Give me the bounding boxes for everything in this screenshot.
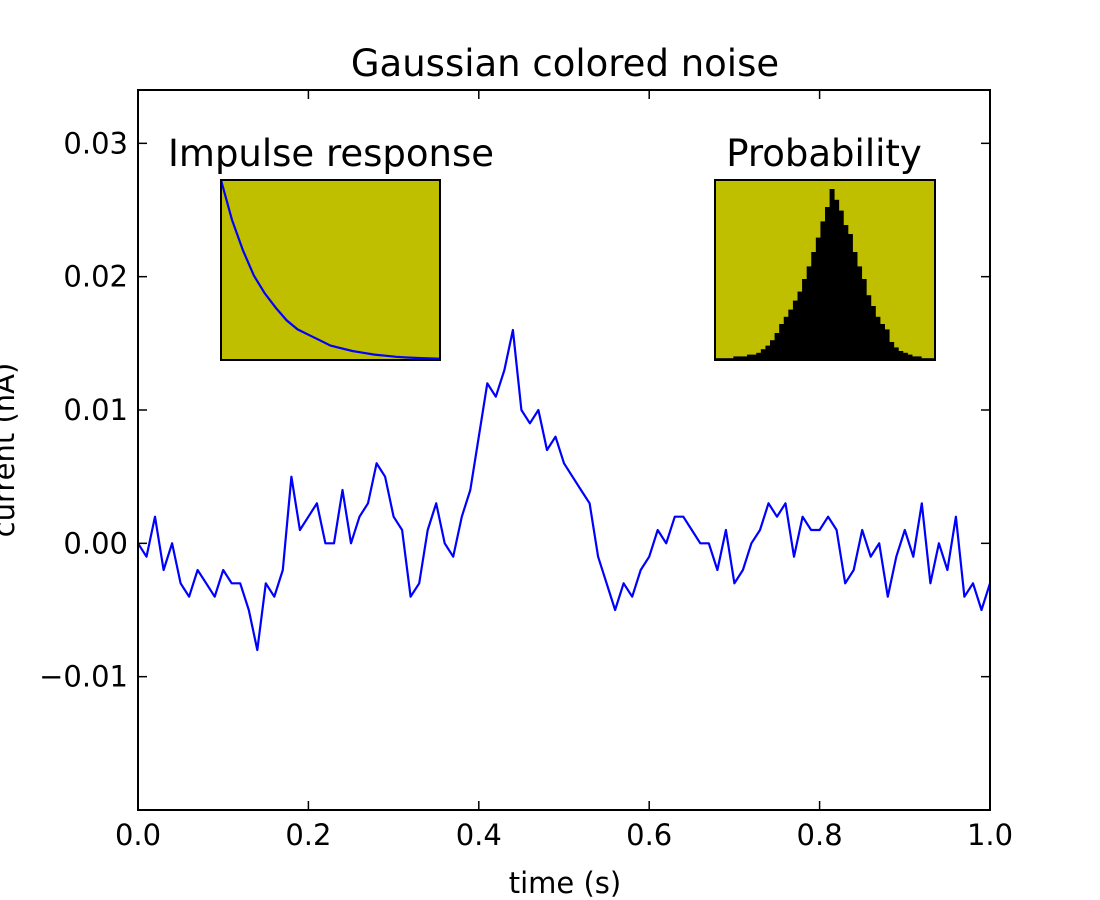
histogram-bar-32: [861, 279, 867, 360]
histogram-bar-8: [751, 354, 757, 360]
histogram-bar-15: [783, 316, 789, 360]
histogram-bar-29: [847, 234, 853, 360]
histogram-bar-38: [889, 342, 895, 360]
histogram-bar-33: [866, 295, 872, 360]
histogram-bar-22: [815, 237, 821, 360]
histogram-bar-13: [774, 333, 780, 360]
histogram-bar-10: [760, 349, 766, 360]
y-axis-label: current (nA): [0, 363, 21, 538]
y-tick-label-3: 0.02: [63, 260, 128, 294]
y-tick-label-2: 0.01: [63, 393, 128, 427]
histogram-bar-18: [797, 291, 803, 360]
impulse-inset-frame: [220, 179, 441, 361]
histogram-bar-34: [870, 306, 876, 360]
tick-group: 0.0 0.2 0.4 0.6 0.8 1.0 −0.01 0.00 0.01 0.02 0.03: [39, 90, 1013, 852]
histogram-bar-20: [806, 266, 812, 360]
plot-frame: [137, 89, 991, 811]
histogram-bar-23: [820, 221, 826, 360]
series-line-0: [137, 328, 992, 652]
probability-inset-frame: [714, 179, 936, 361]
x-tick-label-4: 0.8: [797, 818, 843, 852]
histogram-bar-42: [907, 354, 913, 360]
histogram-bar-28: [843, 225, 849, 360]
x-tick-label-2: 0.4: [456, 818, 502, 852]
histogram-bar-40: [898, 351, 904, 360]
y-tick-label-0: −0.01: [39, 660, 128, 694]
histogram-bar-21: [811, 252, 817, 360]
probability-inset: [715, 180, 936, 360]
inset-impulse-title: Impulse response: [168, 132, 494, 175]
histogram-bar-5: [737, 356, 743, 360]
main-line-group: [137, 328, 992, 652]
histogram-bar-6: [742, 356, 748, 360]
histogram-bar-14: [779, 324, 785, 360]
y-tick-label-1: 0.00: [63, 526, 128, 560]
impulse-response-inset: [219, 179, 441, 360]
histogram-bar-37: [884, 329, 890, 360]
histogram-bar-36: [880, 324, 885, 360]
chart-title: Gaussian colored noise: [351, 42, 779, 85]
histogram-bar-30: [852, 252, 858, 360]
y-tick-label-4: 0.03: [63, 126, 128, 160]
histogram-bar-4: [733, 356, 739, 360]
histogram-bar-19: [802, 279, 808, 360]
x-tick-label-5: 1.0: [967, 818, 1013, 852]
histogram-bar-25: [829, 189, 835, 360]
histogram-bar-41: [902, 352, 908, 360]
impulse-inset-background: [221, 180, 440, 360]
histogram-bar-11: [765, 345, 771, 360]
histogram-bar-12: [770, 340, 775, 360]
histogram-bar-7: [747, 354, 753, 360]
histogram-bar-16: [788, 309, 794, 360]
histogram-bar-17: [792, 300, 798, 360]
x-tick-label-0: 0.0: [115, 818, 161, 852]
histogram-bar-27: [838, 210, 844, 360]
histogram-bar-26: [834, 199, 840, 360]
histogram-bar-44: [916, 356, 922, 360]
histogram-bar-39: [893, 347, 899, 360]
x-tick-label-3: 0.6: [626, 818, 672, 852]
histogram-bar-24: [825, 207, 830, 360]
histogram-bar-31: [857, 266, 863, 360]
inset-probability-title: Probability: [726, 132, 922, 175]
histogram-bar-9: [756, 352, 762, 360]
x-tick-label-1: 0.2: [285, 818, 331, 852]
histogram-bar-43: [912, 356, 918, 360]
impulse-response-line: [219, 179, 441, 360]
x-axis-label: time (s): [509, 866, 621, 900]
histogram-bar-35: [875, 316, 881, 360]
